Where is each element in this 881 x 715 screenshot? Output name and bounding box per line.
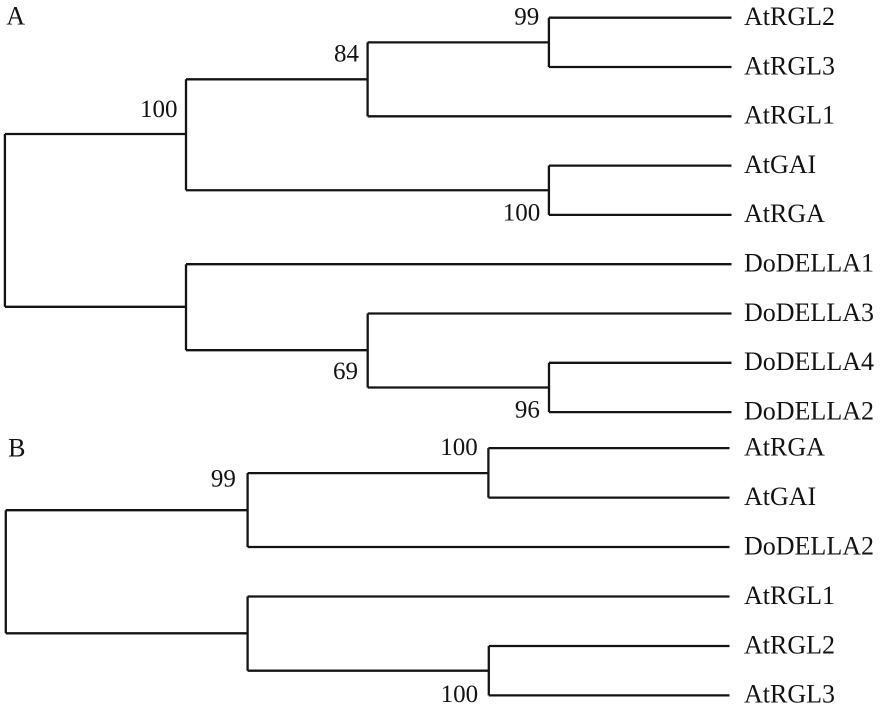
svg-text:84: 84 [334, 41, 360, 68]
svg-text:69: 69 [333, 358, 358, 385]
svg-text:AtGAI: AtGAI [744, 482, 816, 511]
svg-text:AtRGL1: AtRGL1 [744, 101, 835, 130]
svg-text:99: 99 [514, 4, 539, 31]
svg-text:AtRGL2: AtRGL2 [744, 2, 835, 31]
svg-text:AtRGL2: AtRGL2 [744, 630, 835, 659]
svg-text:DoDELLA1: DoDELLA1 [744, 249, 874, 278]
svg-text:AtRGA: AtRGA [744, 199, 825, 228]
svg-text:DoDELLA2: DoDELLA2 [744, 396, 874, 425]
svg-text:AtGAI: AtGAI [744, 150, 816, 179]
svg-text:AtRGL3: AtRGL3 [744, 680, 835, 709]
svg-text:100: 100 [140, 96, 178, 123]
svg-text:DoDELLA4: DoDELLA4 [744, 347, 874, 376]
svg-text:100: 100 [503, 199, 541, 226]
svg-text:100: 100 [441, 681, 479, 708]
svg-text:AtRGL3: AtRGL3 [744, 51, 835, 80]
svg-text:99: 99 [211, 466, 236, 493]
svg-text:DoDELLA2: DoDELLA2 [744, 531, 874, 560]
svg-text:A: A [6, 1, 25, 30]
svg-text:96: 96 [515, 396, 540, 423]
svg-text:DoDELLA3: DoDELLA3 [744, 298, 874, 327]
svg-text:100: 100 [440, 434, 478, 461]
svg-text:B: B [8, 434, 25, 463]
svg-text:AtRGA: AtRGA [744, 432, 825, 461]
svg-text:AtRGL1: AtRGL1 [744, 581, 835, 610]
